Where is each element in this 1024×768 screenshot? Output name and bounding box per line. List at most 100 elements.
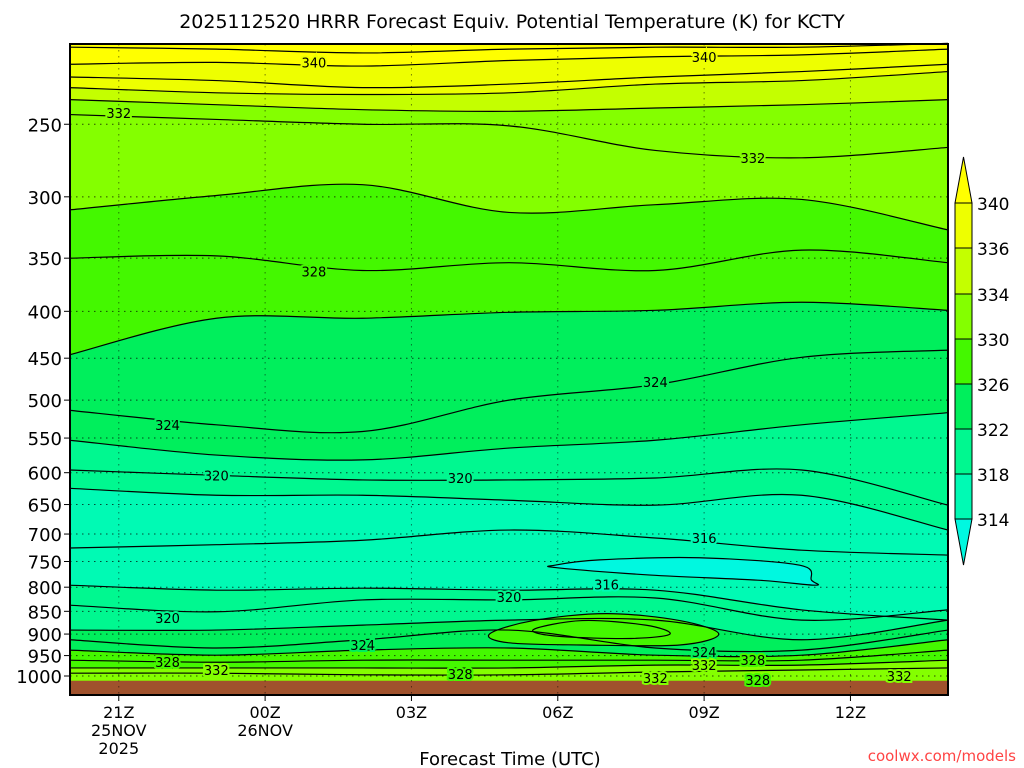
contour-line-328	[69, 249, 949, 272]
colorbar-label: 340	[977, 195, 1009, 215]
contour-line-322	[69, 412, 949, 461]
y-tick-label: 350	[28, 249, 62, 270]
colorbar-box	[954, 293, 973, 340]
y-tick-label: 750	[28, 553, 62, 574]
colorbar-box	[954, 202, 973, 249]
x-tick-label: 12Z	[835, 703, 866, 722]
contour-line-334	[69, 99, 949, 112]
contour-line-338	[69, 63, 949, 89]
colorbar-label: 318	[977, 466, 1009, 486]
colorbar-box	[954, 473, 973, 520]
contour-label: 320	[155, 612, 180, 627]
grid-lines	[70, 44, 948, 695]
closed-contour-314	[547, 556, 820, 586]
contour-fills	[70, 43, 948, 696]
contour-line-332	[69, 667, 949, 676]
y-tick-label: 550	[28, 429, 62, 450]
y-tick-label: 500	[28, 391, 62, 412]
contour-line-342	[69, 42, 949, 54]
ground-surface	[70, 680, 948, 695]
contour-line-326	[69, 639, 949, 658]
watermark[interactable]: coolwx.com/models	[868, 747, 1016, 765]
contour-label: 320	[497, 591, 522, 606]
contour-label: 332	[740, 152, 765, 167]
x-tick-label: 2025	[98, 739, 139, 758]
x-tick-label: 00Z	[249, 703, 280, 722]
x-tick-label: 09Z	[688, 703, 719, 722]
contour-line-340	[69, 48, 949, 67]
contour-label: 340	[301, 56, 326, 71]
contour-label: 332	[692, 659, 717, 674]
contour-label: 328	[740, 654, 765, 669]
colorbar-label: 334	[977, 286, 1009, 306]
y-tick-label: 400	[28, 302, 62, 323]
contour-label: 324	[350, 639, 375, 654]
contour-line-320	[69, 596, 949, 621]
closed-contour-328	[532, 619, 671, 640]
plot-frame	[69, 43, 949, 696]
colorbar-label: 314	[977, 511, 1009, 531]
contour-line-332	[69, 113, 949, 159]
contour-label: 316	[692, 532, 717, 547]
contour-line-316	[69, 529, 949, 556]
contour-label: 332	[106, 107, 131, 122]
contour-label: 332	[204, 664, 229, 679]
contour-label: 328	[155, 656, 180, 671]
contour-line-324	[69, 349, 949, 434]
contour-line-330	[69, 183, 949, 231]
colorbar-label: 322	[977, 421, 1009, 441]
contour-label: 340	[692, 51, 717, 66]
x-tick-label: 25NOV	[91, 721, 147, 740]
y-tick-label: 700	[28, 525, 62, 546]
contour-line-318	[69, 487, 949, 531]
colorbar-label: 330	[977, 331, 1009, 351]
x-axis-label: Forecast Time (UTC)	[419, 749, 600, 768]
colorbar-box	[954, 247, 973, 295]
contour-label: 328	[301, 266, 326, 281]
contour-label: 316	[594, 579, 619, 594]
contour-label: 320	[448, 472, 473, 487]
x-tick-label: 03Z	[396, 703, 427, 722]
contour-label: 324	[643, 376, 668, 391]
y-tick-label: 250	[28, 115, 62, 136]
contour-label: 328	[448, 668, 473, 683]
colorbar-box	[954, 428, 973, 475]
x-tick-label: 21Z	[103, 703, 134, 722]
contour-labels: 340 340 332 332 328 324 324 320 320 316 316 320 320 3…	[104, 49, 913, 691]
ground-fill	[70, 680, 948, 695]
y-tick-label: 300	[28, 188, 62, 209]
contour-line-324	[69, 629, 949, 653]
contour-line-330	[69, 659, 949, 669]
contour-line-322	[69, 617, 949, 641]
colorbar-box	[954, 338, 973, 385]
colorbar-top-arrow	[954, 156, 973, 204]
contour-line-326	[69, 301, 949, 356]
contour-line-336	[69, 70, 949, 96]
x-tick-label: 06Z	[542, 703, 573, 722]
y-tick-label: 600	[28, 464, 62, 485]
y-tick-label: 450	[28, 349, 62, 370]
contour-label: 332	[643, 672, 668, 687]
contour-line-328	[69, 649, 949, 663]
y-axis: 2503003504004505005506006507007508008509…	[16, 115, 70, 688]
y-tick-label: 850	[28, 602, 62, 623]
x-tick-label: 26NOV	[237, 721, 293, 740]
chart-title: 2025112520 HRRR Forecast Equiv. Potentia…	[179, 11, 845, 33]
colorbar-box	[954, 383, 973, 430]
colorbar-bottom-arrow	[954, 518, 973, 566]
contour-label: 324	[692, 646, 717, 661]
contour-label: 332	[887, 670, 912, 685]
colorbar-label: 336	[977, 240, 1009, 260]
y-tick-label: 650	[28, 496, 62, 517]
contour-label: 320	[204, 469, 229, 484]
y-tick-label: 1000	[16, 667, 62, 688]
contour-lines	[69, 42, 949, 676]
y-tick-label: 900	[28, 625, 62, 646]
contour-label: 324	[155, 419, 180, 434]
colorbar: 340 336 334 330 326 322 318 314	[954, 156, 1009, 566]
colorbar-label: 326	[977, 376, 1009, 396]
y-tick-label: 950	[28, 647, 62, 668]
contour-label: 328	[745, 674, 770, 689]
